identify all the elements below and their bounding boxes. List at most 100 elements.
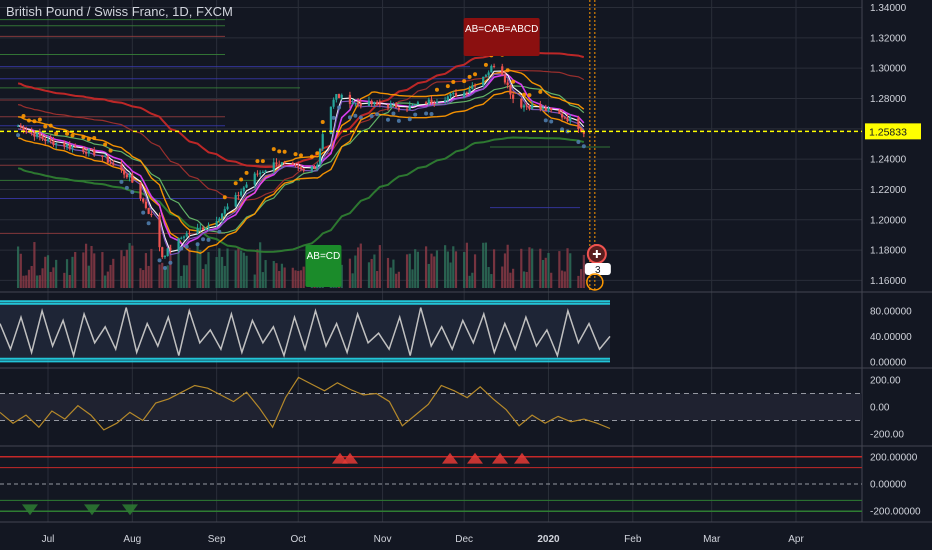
- volume-bar: [569, 253, 572, 288]
- x-tick-label: Mar: [703, 534, 721, 545]
- candle-body: [169, 248, 172, 250]
- volume-bar: [33, 242, 36, 288]
- price-tick-label: 1.18000: [870, 246, 907, 257]
- candle-body: [36, 133, 39, 137]
- indicator-dot: [70, 133, 75, 138]
- indicator-dot: [347, 115, 352, 120]
- candle-body: [101, 155, 104, 158]
- candle-body: [139, 182, 142, 199]
- indicator-dot: [217, 229, 222, 234]
- candle-body: [158, 215, 161, 248]
- candle-body: [82, 147, 85, 153]
- candle-body: [33, 132, 36, 137]
- candle-body: [452, 93, 455, 95]
- candle-body: [22, 126, 25, 131]
- candle-body: [44, 138, 47, 141]
- candle-body: [125, 174, 128, 178]
- bullish-spike: [122, 504, 138, 516]
- volume-bar: [30, 265, 33, 288]
- volume-bar: [531, 248, 534, 288]
- cci-band: [0, 393, 862, 421]
- candle-body: [370, 100, 373, 105]
- oscillator-panel: [0, 300, 611, 363]
- volume-bar: [234, 250, 237, 288]
- candle-body: [482, 76, 485, 86]
- candle-body: [582, 131, 585, 134]
- volume-bar: [544, 257, 547, 288]
- candle-body: [131, 174, 134, 183]
- volume-bar: [272, 261, 275, 288]
- oscillator-tick-label: 40.00000: [870, 332, 912, 343]
- indicator-dot: [434, 87, 439, 92]
- volume-bar: [411, 269, 414, 288]
- indicator-dot: [244, 170, 249, 175]
- candle-body: [19, 125, 22, 127]
- volume-bar: [416, 251, 420, 288]
- candle-body: [531, 104, 534, 109]
- price-tick-label: 1.22000: [870, 185, 907, 196]
- moving-average-line: [17, 90, 585, 254]
- indicator-dot: [16, 133, 21, 138]
- candle-body: [522, 105, 526, 108]
- indicator-dot: [48, 123, 53, 128]
- indicator-dot: [92, 135, 97, 140]
- candle-body: [253, 173, 256, 185]
- candle-body: [340, 94, 343, 98]
- candle-body: [278, 164, 281, 166]
- volume-bar: [541, 259, 545, 288]
- volume-bar: [299, 270, 303, 288]
- candle-body: [196, 228, 199, 234]
- pattern-label: AB=CAB=ABCD: [463, 18, 540, 56]
- candle-body: [25, 130, 28, 132]
- moving-average-line: [17, 136, 585, 253]
- x-axis[interactable]: Jul Aug Sep Oct Nov Dec 2020 Feb Mar Apr: [42, 534, 805, 545]
- indicator-dot: [179, 246, 184, 251]
- volume-bar: [49, 271, 52, 288]
- bearish-spike: [467, 452, 483, 464]
- price-tick-label: 1.30000: [870, 64, 907, 75]
- pattern-label-text: AB=CD: [307, 251, 341, 262]
- indicator-dot: [549, 119, 554, 124]
- price-tick-label: 1.32000: [870, 33, 907, 44]
- indicator-dot: [560, 127, 565, 132]
- candle-body: [182, 236, 186, 238]
- candle-body: [291, 162, 294, 165]
- candle-body: [468, 89, 471, 93]
- indicator-dot: [239, 177, 244, 182]
- candle-body: [272, 162, 275, 171]
- volume-bar: [245, 255, 248, 288]
- indicator-dot: [65, 131, 70, 136]
- indicator-dot: [222, 195, 227, 200]
- candle-body: [430, 99, 433, 103]
- indicator-dot: [467, 74, 472, 79]
- oscillator-line: [0, 307, 611, 359]
- candle-body: [74, 146, 77, 148]
- candle-body: [264, 170, 267, 173]
- candle-body: [351, 102, 354, 104]
- candle-body: [454, 93, 458, 97]
- indicator-dot: [369, 114, 374, 119]
- candle-body: [506, 82, 509, 85]
- candle-body: [84, 152, 88, 154]
- volume-bar: [41, 268, 44, 288]
- bearish-spike: [442, 452, 458, 464]
- indicator-dot: [146, 221, 151, 226]
- candle-body: [185, 233, 188, 237]
- volume-bar: [163, 267, 167, 288]
- y-axis[interactable]: 1.340001.320001.300001.280001.260001.240…: [865, 3, 921, 518]
- candle-body: [356, 102, 360, 104]
- volume-bar: [490, 274, 493, 288]
- candle-body: [52, 140, 55, 145]
- divergence-tick-label: -200.00000: [870, 507, 921, 518]
- volume-bar: [120, 250, 123, 288]
- pattern-label-box: [305, 245, 342, 287]
- volume-bar: [580, 269, 583, 288]
- candle-body: [332, 99, 335, 107]
- price-tick-label: 1.28000: [870, 94, 907, 105]
- candle-body: [256, 173, 259, 175]
- indicator-dot: [543, 118, 548, 123]
- candle-body: [424, 102, 428, 104]
- candle-body: [49, 139, 52, 141]
- candle-body: [463, 92, 466, 97]
